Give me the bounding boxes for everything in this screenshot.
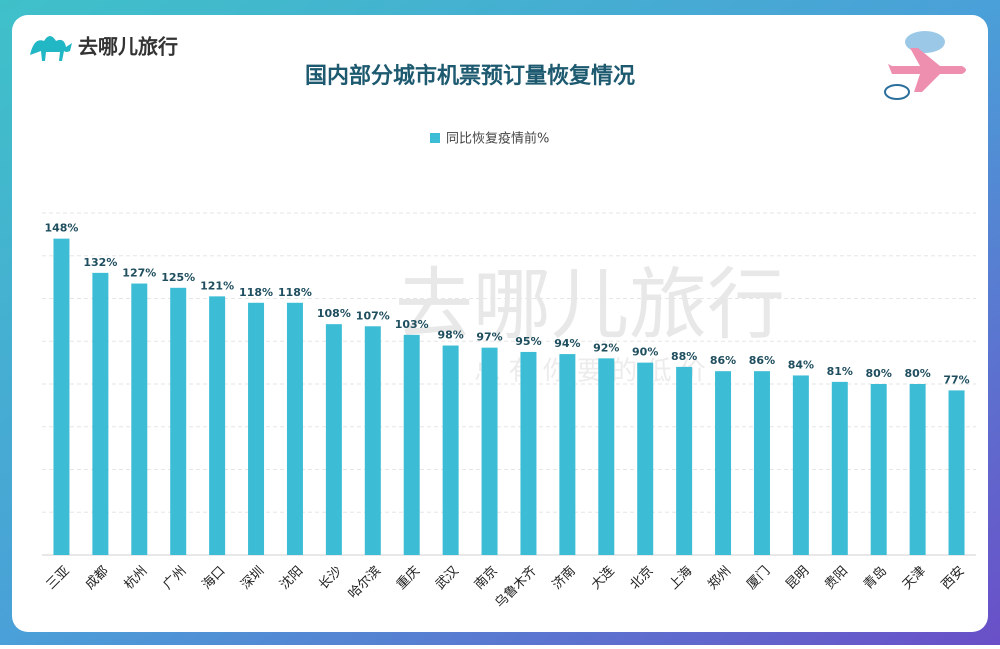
value-label: 90% (632, 346, 658, 359)
watermark: 去哪儿旅行 (395, 260, 785, 350)
bar (831, 381, 848, 555)
bar (520, 351, 537, 555)
bar (870, 384, 887, 555)
chart-title: 国内部分城市机票预订量恢复情况 (305, 63, 635, 89)
bar (948, 390, 965, 555)
bar (364, 326, 381, 555)
bar (792, 375, 809, 555)
value-label: 86% (710, 354, 736, 367)
value-label: 118% (278, 286, 312, 299)
bar (598, 358, 615, 555)
legend-swatch (430, 133, 440, 143)
bar (403, 334, 420, 555)
brand: 去哪儿旅行 (78, 35, 178, 59)
plane-icon (884, 31, 966, 100)
value-label: 92% (593, 341, 619, 354)
value-label: 81% (827, 365, 853, 378)
bar (481, 347, 498, 555)
bar (637, 362, 654, 555)
logo (30, 36, 72, 61)
bar (559, 354, 576, 555)
bar (248, 302, 265, 555)
bar (909, 384, 926, 555)
value-label: 103% (395, 318, 429, 331)
value-label: 80% (866, 367, 892, 380)
value-label: 127% (122, 267, 156, 280)
value-label: 97% (476, 331, 502, 344)
bar (209, 296, 226, 555)
bar (442, 345, 459, 555)
bar (753, 371, 770, 555)
value-label: 107% (356, 309, 390, 322)
value-label: 84% (788, 358, 814, 371)
bar (92, 272, 109, 555)
legend-label: 同比恢复疫情前% (446, 131, 549, 147)
bar (325, 324, 342, 555)
value-label: 80% (904, 367, 930, 380)
value-label: 94% (554, 337, 580, 350)
watermark-slogan: 总 有 你 要 的 低 价 (474, 357, 706, 387)
value-label: 132% (83, 256, 117, 269)
value-label: 88% (671, 350, 697, 363)
value-label: 125% (161, 271, 195, 284)
value-label: 121% (200, 279, 234, 292)
value-label: 98% (437, 329, 463, 342)
value-label: 86% (749, 354, 775, 367)
value-label: 148% (44, 222, 78, 235)
bar (53, 238, 70, 555)
value-label: 77% (943, 373, 969, 386)
bar (676, 366, 693, 555)
value-label: 95% (515, 335, 541, 348)
bar (715, 371, 732, 555)
bar (286, 302, 303, 555)
value-label: 108% (317, 307, 351, 320)
value-label: 118% (239, 286, 273, 299)
bar (131, 283, 148, 555)
bar (170, 287, 187, 555)
